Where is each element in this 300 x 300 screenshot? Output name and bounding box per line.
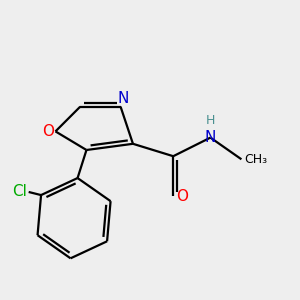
Text: CH₃: CH₃ (244, 153, 268, 166)
Text: N: N (205, 130, 216, 145)
Text: O: O (176, 189, 188, 204)
Text: Cl: Cl (12, 184, 27, 200)
Text: N: N (118, 92, 129, 106)
Text: O: O (42, 124, 54, 139)
Text: H: H (206, 114, 215, 127)
